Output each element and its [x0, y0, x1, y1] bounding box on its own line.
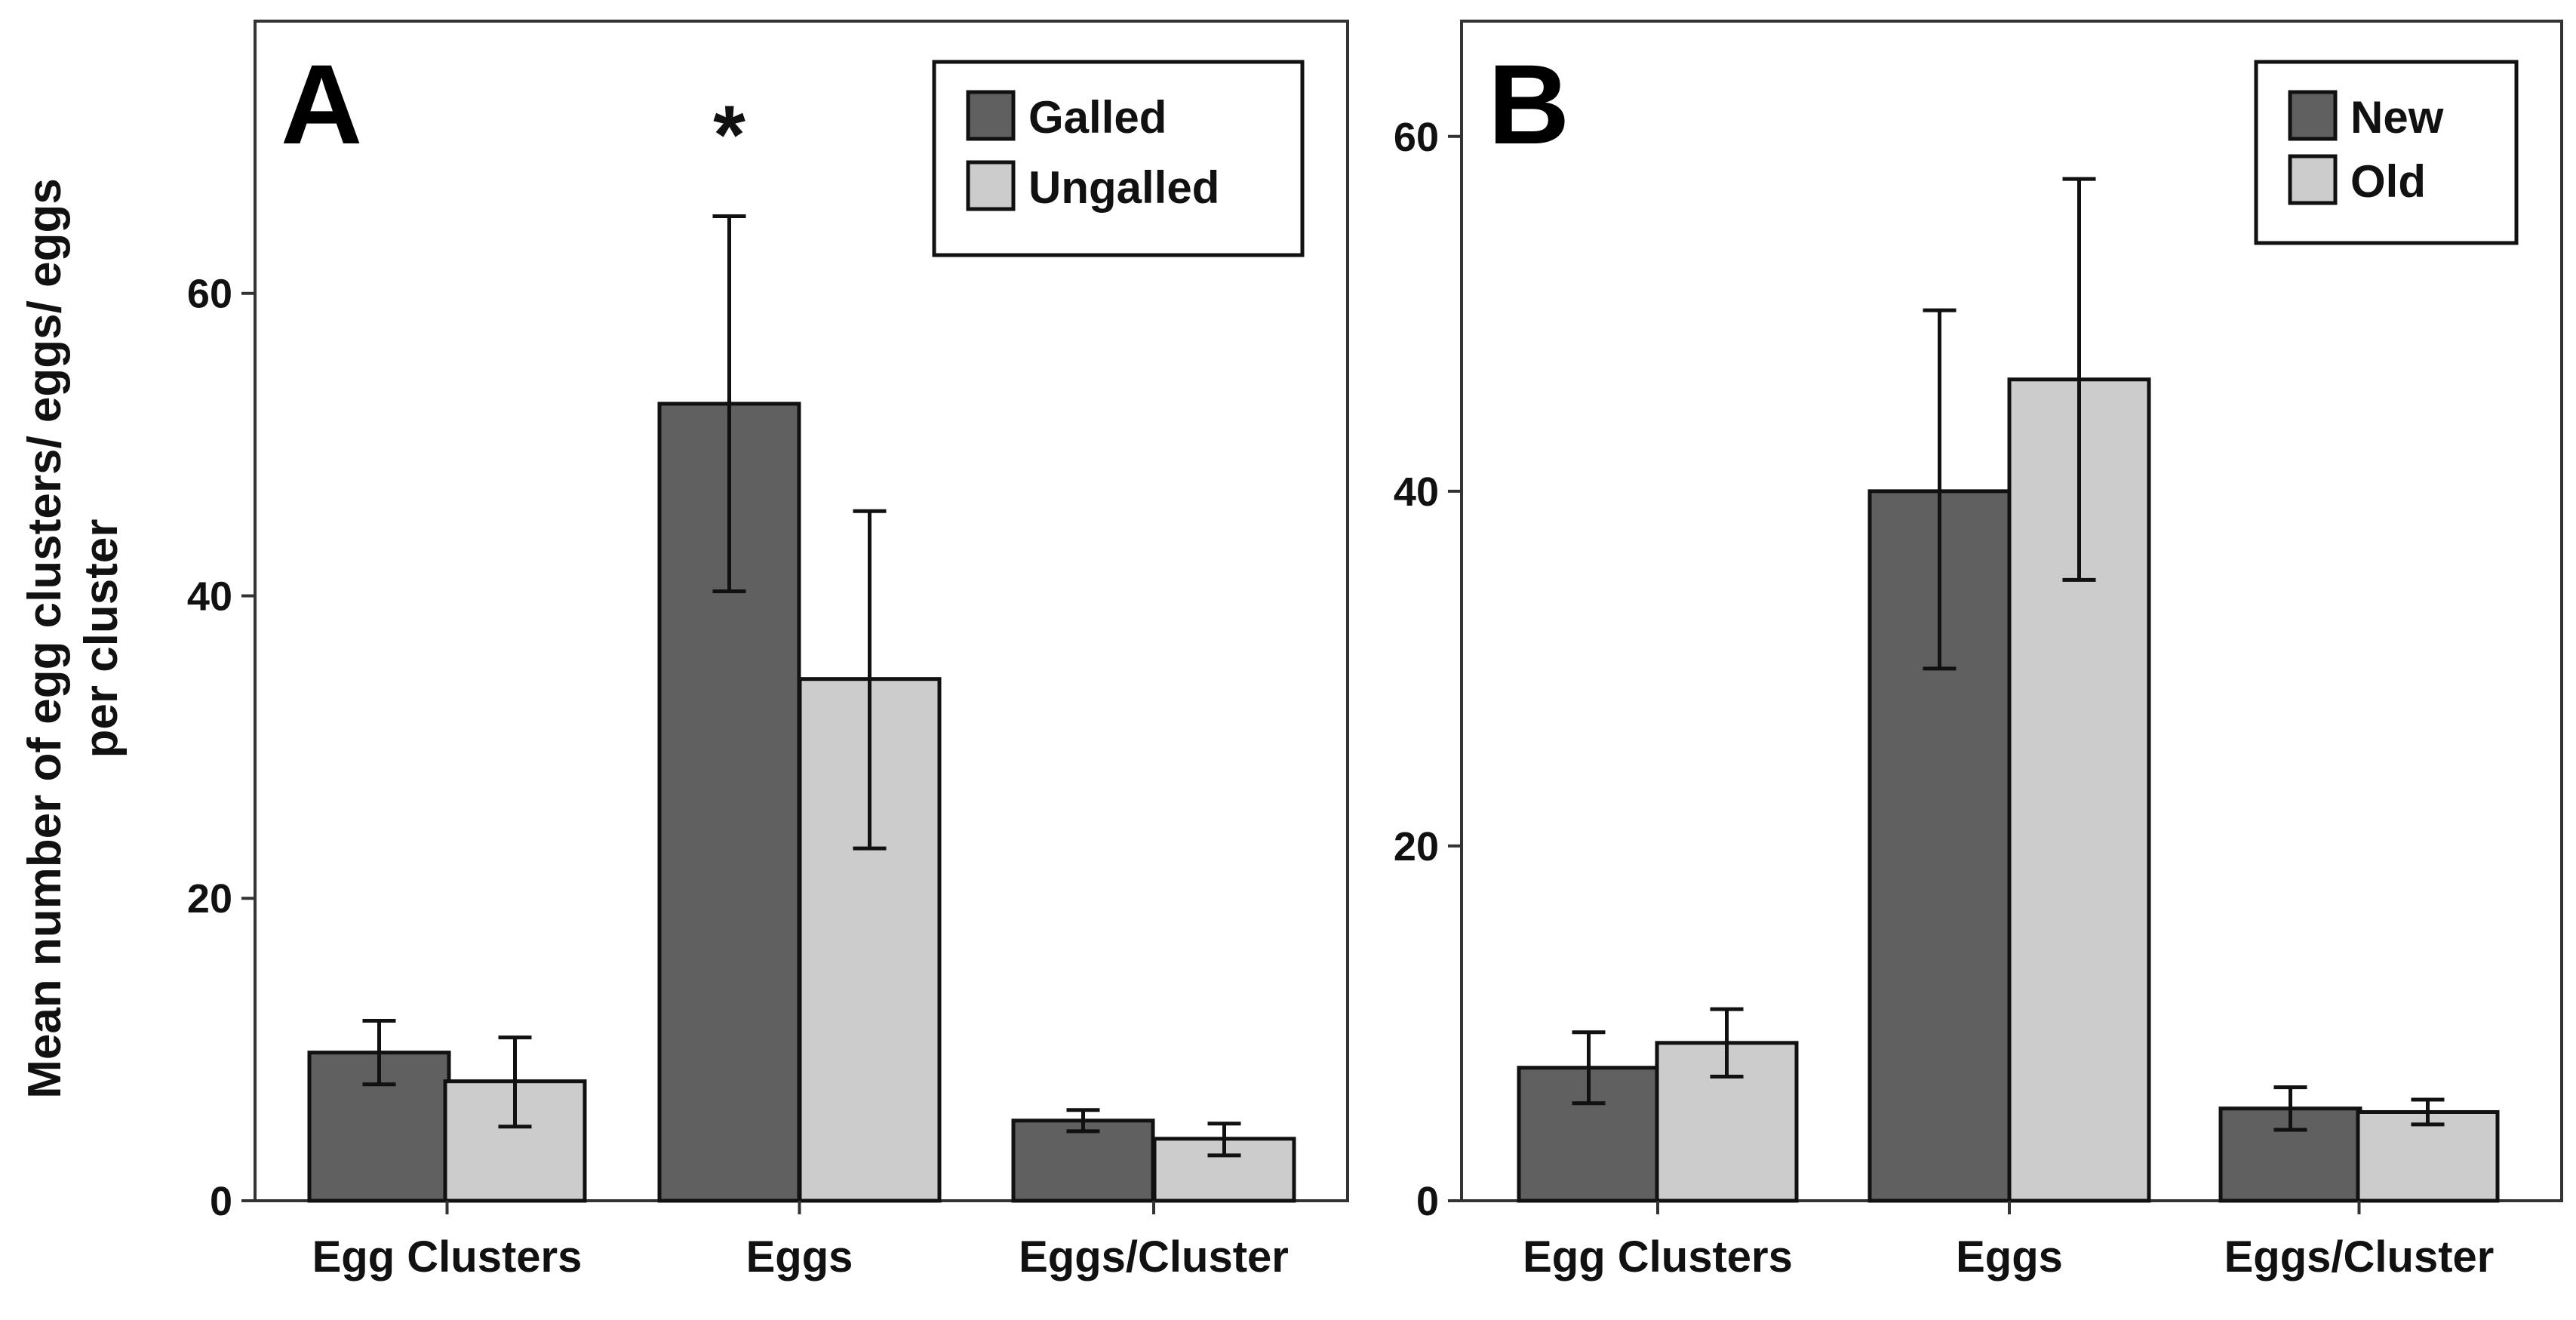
- legend-box: [2254, 60, 2519, 245]
- panel-letter: A: [281, 41, 362, 168]
- bar: [1655, 1041, 1799, 1203]
- y-tick-label: 40: [187, 574, 232, 619]
- legend-swatch: [966, 90, 1016, 141]
- y-tick-label: 60: [187, 272, 232, 317]
- legend-label: New: [2350, 92, 2444, 143]
- x-category-label: Egg Clusters: [312, 1232, 583, 1282]
- x-category-label: Eggs/Cluster: [1019, 1232, 1289, 1282]
- legend-swatch: [2288, 154, 2338, 205]
- y-axis-label-line1: Mean number of egg clusters/ eggs/ eggs: [19, 178, 71, 1099]
- panel-a: 0 20 40 60 Egg Clusters Eggs Eggs/Cluster * A Gal…: [187, 20, 1349, 1282]
- x-category-label: Eggs: [1956, 1232, 2063, 1282]
- legend-label: Galled: [1028, 92, 1167, 143]
- y-tick-label: 20: [187, 876, 232, 922]
- y-tick-label: 40: [1394, 469, 1439, 515]
- y-tick-label: 0: [1416, 1179, 1439, 1224]
- y-axis-label-line2: per cluster: [75, 518, 128, 758]
- x-category-label: Egg Clusters: [1523, 1232, 1793, 1282]
- y-tick-label: 60: [1394, 115, 1439, 160]
- legend-swatch: [966, 160, 1016, 211]
- x-category-label: Eggs/Cluster: [2224, 1232, 2495, 1282]
- y-tick-label: 20: [1394, 824, 1439, 869]
- significance-star: *: [713, 88, 745, 181]
- bar: [1011, 1118, 1155, 1203]
- legend-label: Ungalled: [1028, 162, 1219, 213]
- legend-label: Old: [2350, 156, 2426, 207]
- x-category-label: Eggs: [746, 1232, 853, 1282]
- panel-letter: B: [1488, 41, 1569, 168]
- legend-swatch: [2288, 90, 2338, 141]
- panel-b: 0 20 40 60 Egg Clusters Eggs Eggs/Cluster B New O…: [1394, 20, 2563, 1282]
- y-tick-label: 0: [210, 1179, 232, 1224]
